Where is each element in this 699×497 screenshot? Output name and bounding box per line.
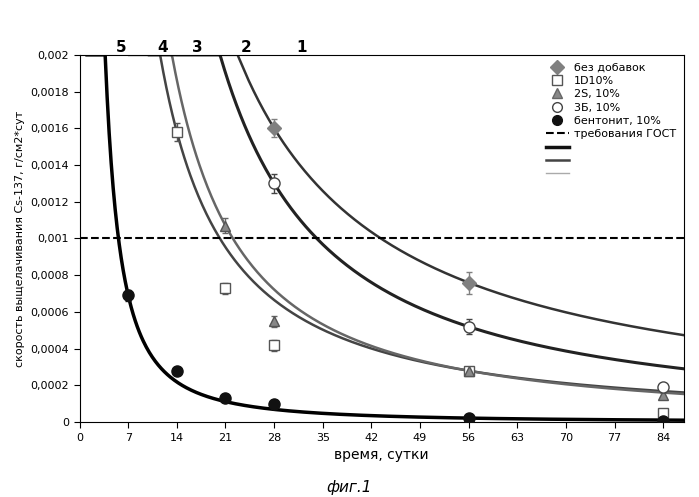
Text: 5: 5 [116, 40, 127, 55]
Text: 4: 4 [158, 40, 168, 55]
Y-axis label: скорость выщелачивания Cs-137, г/см2*сут: скорость выщелачивания Cs-137, г/см2*сут [15, 110, 25, 367]
Text: 2: 2 [241, 40, 252, 55]
Text: фиг.1: фиг.1 [326, 480, 373, 495]
Text: 3: 3 [192, 40, 203, 55]
Legend: без добавок, 1D10%, 2S, 10%, 3Б, 10%, бентонит, 10%, требования ГОСТ,  ,  ,  : без добавок, 1D10%, 2S, 10%, 3Б, 10%, бе… [542, 58, 681, 184]
Text: 1: 1 [296, 40, 307, 55]
X-axis label: время, сутки: время, сутки [335, 448, 429, 462]
